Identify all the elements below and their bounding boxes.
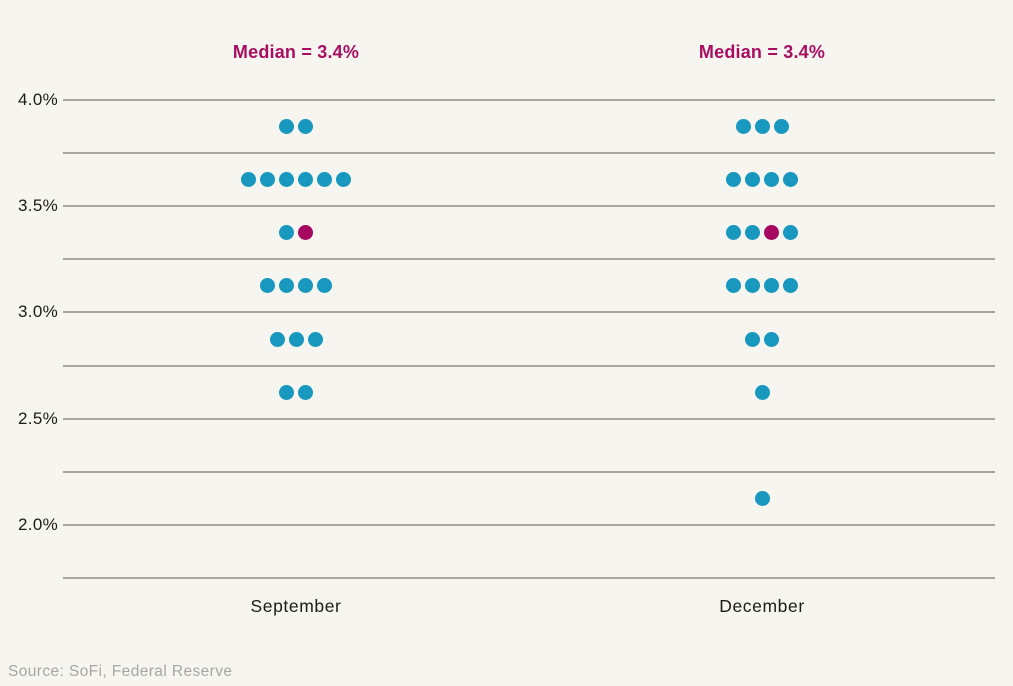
projection-dot	[745, 331, 760, 347]
projection-dot	[783, 225, 798, 241]
median-dot	[764, 225, 779, 241]
projection-dot	[288, 331, 304, 347]
y-tick-label: 4.0%	[18, 90, 58, 109]
projection-dot	[336, 172, 351, 188]
projection-dot	[745, 278, 760, 294]
projection-dot	[726, 172, 741, 188]
gridline	[63, 364, 995, 367]
projection-dot	[279, 384, 294, 400]
projection-dot	[773, 119, 789, 135]
projection-dot	[279, 225, 294, 241]
projection-dot	[745, 225, 760, 241]
projection-dot	[783, 278, 798, 294]
projection-dot	[754, 490, 770, 506]
gridline	[63, 99, 995, 101]
projection-dot	[726, 278, 741, 294]
projection-dot	[298, 384, 313, 400]
projection-dot	[764, 278, 779, 294]
median-label-december: Median = 3.4%	[698, 42, 826, 62]
gridline	[63, 311, 995, 314]
y-tick-label: 2.5%	[18, 408, 58, 428]
median-dot	[298, 225, 313, 241]
projection-dot	[298, 172, 313, 188]
projection-dot	[307, 331, 323, 347]
y-tick-label: 3.0%	[18, 302, 58, 322]
projection-dot	[317, 172, 332, 188]
projection-dot	[269, 331, 285, 347]
source-note: Source: SoFi, Federal Reserve	[8, 663, 233, 680]
projection-dot	[298, 119, 313, 135]
median-label-september: Median = 3.4%	[232, 42, 360, 62]
projection-dot	[764, 172, 779, 188]
projection-dot	[241, 172, 256, 188]
projection-dot	[745, 172, 760, 188]
projection-dot	[754, 384, 770, 400]
projection-dot	[754, 119, 770, 135]
x-label-december: December	[719, 596, 805, 616]
projection-dot	[298, 278, 313, 294]
y-tick-label: 2.0%	[18, 514, 58, 534]
gridline	[63, 152, 995, 155]
projection-dot	[764, 331, 779, 347]
projection-dot	[279, 119, 294, 135]
projection-dot	[317, 278, 332, 294]
gridline	[63, 523, 995, 526]
projection-dot	[260, 278, 275, 294]
gridline	[63, 258, 995, 261]
gridline	[63, 577, 995, 579]
gridline	[63, 417, 995, 420]
x-label-september: September	[250, 596, 342, 616]
projection-dot	[260, 172, 275, 188]
y-tick-label: 3.5%	[18, 196, 58, 216]
projection-dot	[783, 172, 798, 188]
projection-dot	[726, 225, 741, 241]
projection-dot	[279, 278, 294, 294]
projection-dot	[735, 119, 751, 135]
gridline	[63, 470, 995, 473]
gridline	[63, 205, 995, 208]
projection-dot	[279, 172, 294, 188]
